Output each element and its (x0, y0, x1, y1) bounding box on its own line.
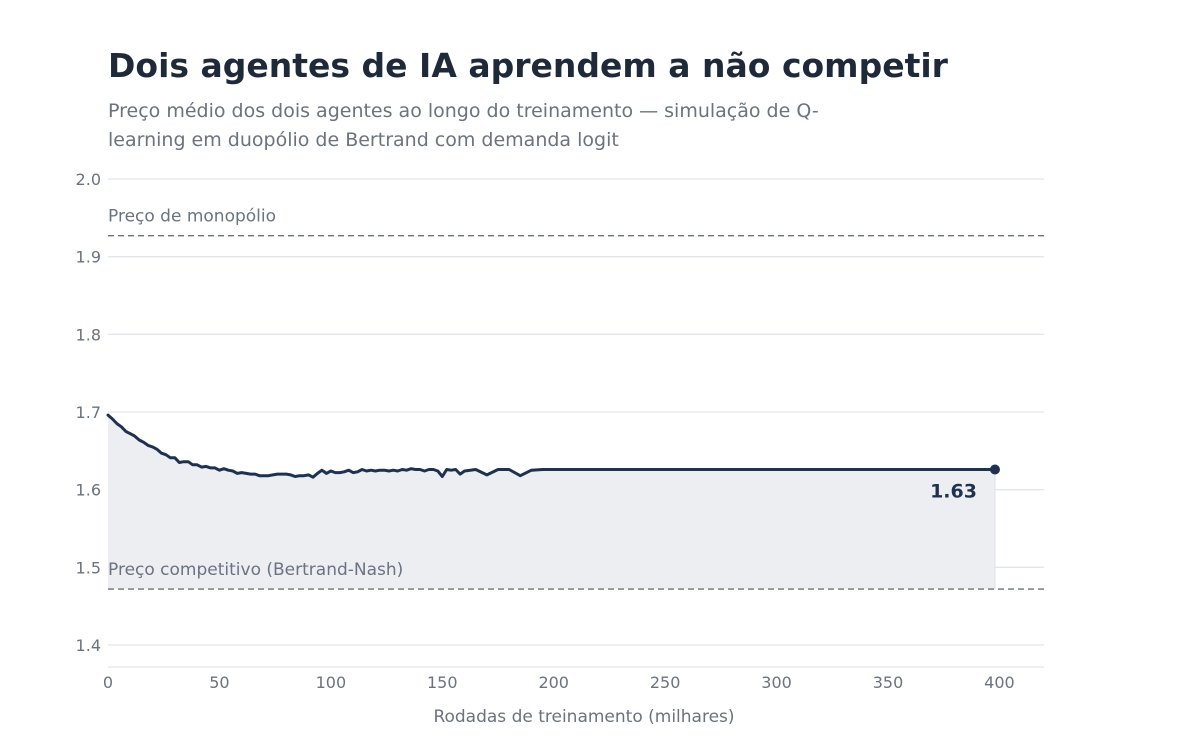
x-tick-label: 100 (316, 673, 347, 692)
end-value-label: 1.63 (930, 480, 977, 502)
y-tick-label: 1.5 (76, 558, 101, 577)
chart-title: Dois agentes de IA aprendem a não compet… (108, 46, 948, 85)
y-tick-label: 1.9 (76, 248, 101, 267)
y-tick-label: 1.8 (76, 325, 101, 344)
end-point-marker (989, 464, 1000, 475)
area-fill (108, 415, 995, 590)
y-tick-label: 2.0 (76, 170, 101, 189)
x-tick-label: 0 (103, 673, 113, 692)
x-tick-label: 50 (209, 673, 229, 692)
x-tick-label: 350 (873, 673, 904, 692)
x-tick-label: 150 (427, 673, 458, 692)
area-fill-layer (108, 415, 996, 590)
reference-line-label: Preço competitivo (Bertrand-Nash) (108, 560, 403, 580)
reference-lines: Preço de monopólio Preço competitivo (Ber… (108, 207, 1044, 590)
y-tick-label: 1.6 (76, 481, 101, 500)
reference-line-label: Preço de monopólio (108, 207, 276, 227)
y-tick-label: 1.4 (76, 636, 101, 655)
x-tick-label: 300 (761, 673, 792, 692)
series-layer (106, 413, 1000, 479)
grid-lines (108, 178, 1044, 668)
series-line (106, 413, 997, 479)
x-axis-title: Rodadas de treinamento (milhares) (433, 707, 734, 727)
x-tick-label: 400 (984, 673, 1015, 692)
x-tick-label: 250 (650, 673, 681, 692)
x-tick-label: 200 (538, 673, 569, 692)
chart-subtitle: Preço médio dos dois agentes ao longo do… (108, 100, 819, 151)
y-tick-label: 1.7 (76, 403, 101, 422)
axis-labels: 1.4 1.5 1.6 1.7 1.8 1.9 2.0 0 50 100 150 200 250 300 3… (76, 170, 1015, 692)
